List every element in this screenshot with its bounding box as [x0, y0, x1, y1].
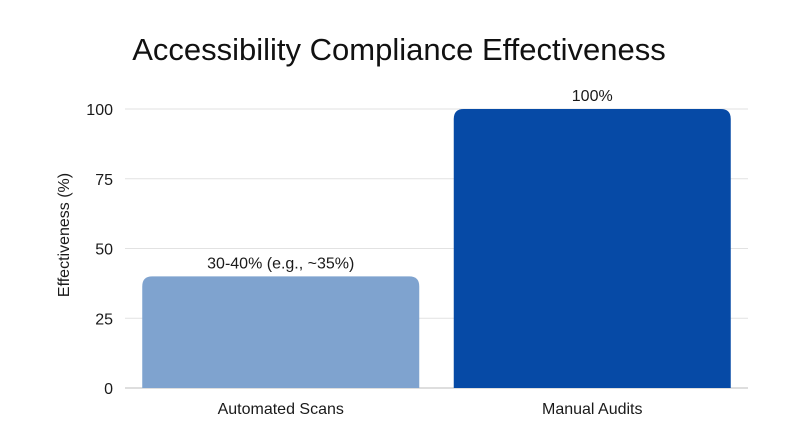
data-label: 30-40% (e.g., ~35%)	[207, 255, 354, 272]
y-tick-label: 100	[86, 102, 113, 119]
data-label: 100%	[572, 88, 613, 105]
chart-title: Accessibility Compliance Effectiveness	[132, 32, 666, 67]
x-tick-label: Manual Audits	[542, 401, 643, 418]
label-layer: 0 25 50 75 100 30-40% (e.g., ~35%) Automated S…	[86, 88, 642, 418]
y-axis-label: Effectiveness (%)	[56, 173, 73, 297]
x-tick-label: Automated Scans	[218, 401, 344, 418]
y-tick-label: 50	[95, 242, 113, 259]
bar-automated-scans	[142, 276, 420, 388]
y-tick-label: 0	[104, 381, 113, 398]
bar-layer	[142, 109, 731, 388]
y-tick-label: 25	[95, 311, 113, 328]
bar-manual-audits	[453, 109, 731, 388]
y-tick-label: 75	[95, 172, 113, 189]
